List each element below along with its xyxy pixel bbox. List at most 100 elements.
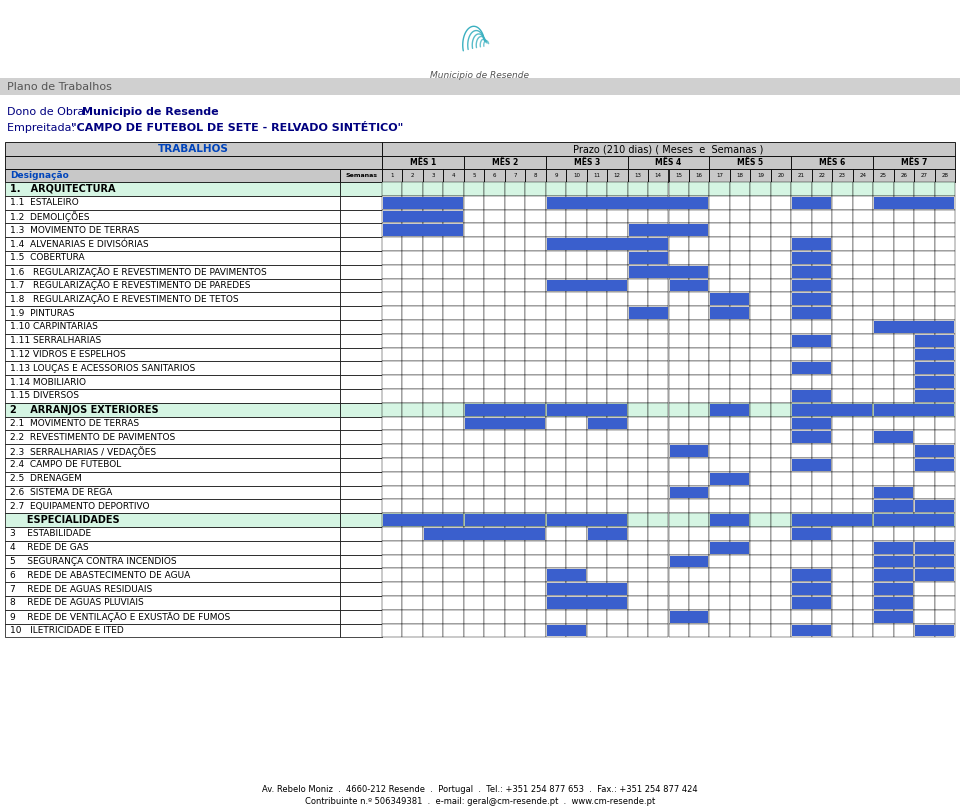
Bar <box>894 416 914 430</box>
Bar <box>566 210 587 224</box>
Bar <box>485 334 505 347</box>
Bar <box>5 265 340 279</box>
Bar <box>566 486 587 500</box>
Bar <box>423 320 444 334</box>
Text: 3: 3 <box>431 173 435 178</box>
Bar <box>423 471 444 486</box>
Bar <box>628 224 648 237</box>
Bar <box>812 375 832 389</box>
Text: 13: 13 <box>635 173 641 178</box>
Bar <box>812 334 832 347</box>
Bar <box>832 596 852 610</box>
Bar <box>402 596 423 610</box>
Bar <box>730 196 751 210</box>
Bar <box>628 265 648 279</box>
Bar <box>709 361 730 375</box>
Bar <box>751 471 771 486</box>
Bar <box>914 292 934 306</box>
Bar <box>5 430 340 444</box>
Bar <box>771 514 791 527</box>
Bar <box>628 610 648 624</box>
Bar <box>402 471 423 486</box>
Text: Municipio de Resende: Municipio de Resende <box>430 70 530 79</box>
Bar <box>648 334 668 347</box>
Bar <box>402 169 423 182</box>
Bar <box>852 416 874 430</box>
Bar <box>832 527 852 541</box>
Bar <box>689 624 709 637</box>
Bar <box>668 541 689 555</box>
Bar <box>792 418 831 429</box>
Text: 1: 1 <box>391 173 394 178</box>
Bar <box>525 210 545 224</box>
Text: 1.14 MOBILIARIO: 1.14 MOBILIARIO <box>10 377 86 386</box>
Bar <box>566 500 587 514</box>
Bar <box>915 446 954 457</box>
Bar <box>812 196 832 210</box>
Bar <box>934 182 955 196</box>
Bar <box>464 156 545 169</box>
Bar <box>894 610 914 624</box>
Bar <box>730 169 751 182</box>
Bar <box>812 224 832 237</box>
Text: Semanas: Semanas <box>345 173 377 178</box>
Bar <box>751 224 771 237</box>
Bar <box>5 416 340 430</box>
Bar <box>875 611 913 623</box>
Bar <box>566 306 587 320</box>
Bar <box>628 569 648 582</box>
Bar <box>485 389 505 403</box>
Bar <box>791 265 812 279</box>
Bar <box>382 514 402 527</box>
Bar <box>791 156 874 169</box>
Bar <box>444 610 464 624</box>
Bar <box>852 375 874 389</box>
Bar <box>751 320 771 334</box>
Bar <box>628 458 648 471</box>
Bar <box>812 500 832 514</box>
Bar <box>5 624 340 637</box>
Bar <box>545 306 566 320</box>
Bar <box>423 500 444 514</box>
Text: 5: 5 <box>472 173 476 178</box>
Bar <box>852 182 874 196</box>
Bar <box>382 486 402 500</box>
Bar <box>874 210 894 224</box>
Bar <box>771 430 791 444</box>
Bar <box>709 514 730 527</box>
Bar <box>852 334 874 347</box>
Bar <box>689 347 709 361</box>
Bar <box>402 569 423 582</box>
Bar <box>505 610 525 624</box>
Bar <box>771 251 791 265</box>
Bar <box>730 237 751 251</box>
Bar <box>934 237 955 251</box>
Bar <box>709 471 730 486</box>
Bar <box>812 610 832 624</box>
Bar <box>5 237 340 251</box>
Bar <box>771 500 791 514</box>
Bar <box>444 403 464 416</box>
Bar <box>525 486 545 500</box>
Bar <box>812 347 832 361</box>
Bar <box>914 486 934 500</box>
Bar <box>771 306 791 320</box>
Bar <box>566 569 587 582</box>
Bar <box>791 182 812 196</box>
Bar <box>730 182 751 196</box>
Bar <box>791 320 812 334</box>
Bar <box>792 583 831 595</box>
Bar <box>383 224 463 237</box>
Bar <box>812 182 832 196</box>
Text: "CAMPO DE FUTEBOL DE SETE - RELVADO SINTÉTICO": "CAMPO DE FUTEBOL DE SETE - RELVADO SINT… <box>71 123 403 133</box>
Bar <box>382 596 402 610</box>
Bar <box>852 624 874 637</box>
Bar <box>934 569 955 582</box>
Bar <box>709 251 730 265</box>
Bar <box>546 514 627 526</box>
Bar <box>444 375 464 389</box>
Bar <box>730 403 751 416</box>
Bar <box>875 404 954 416</box>
Bar <box>812 596 832 610</box>
Bar <box>382 527 402 541</box>
